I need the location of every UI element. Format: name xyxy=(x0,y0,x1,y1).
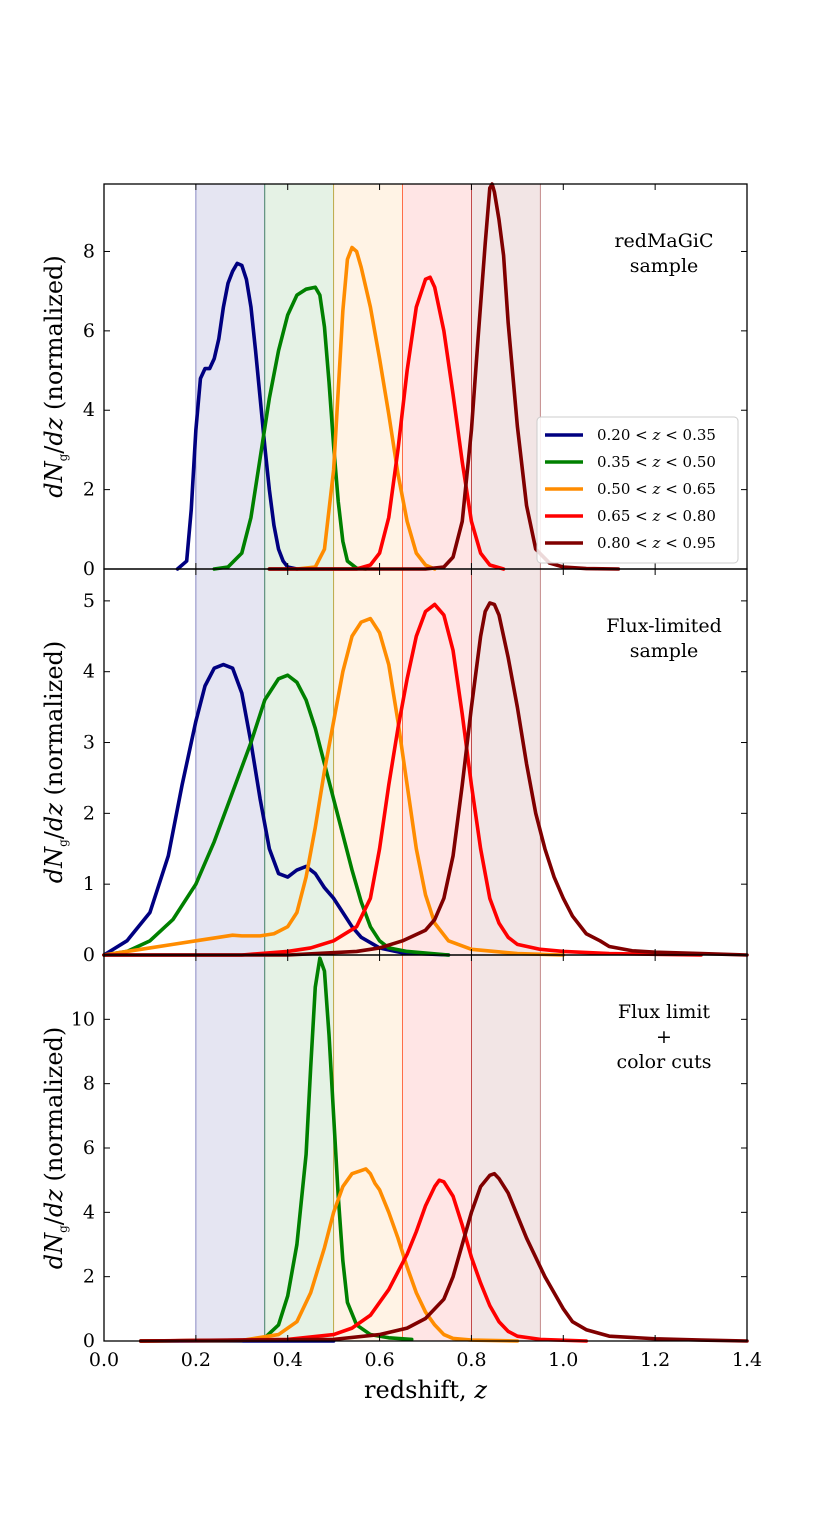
bin-band-5-panel-3 xyxy=(471,955,541,1341)
x-tick-label: 1.2 xyxy=(640,1349,670,1371)
x-tick-label: 1.4 xyxy=(732,1349,762,1371)
y-tick-label: 0 xyxy=(83,558,95,580)
panel-3-note-line: + xyxy=(656,1026,672,1048)
x-tick-label: 1.0 xyxy=(548,1349,578,1371)
bin-band-3-panel-1 xyxy=(333,184,403,569)
y-tick-label: 4 xyxy=(83,399,95,421)
panel-3-note-line: color cuts xyxy=(617,1051,712,1073)
series-line-1 xyxy=(175,261,299,571)
bin-band-4-panel-2 xyxy=(402,569,472,955)
legend-box xyxy=(536,416,739,564)
legend: 0.20 < z < 0.35 0.35 < z < 0.50 0.50 < z <… xyxy=(536,416,739,564)
series-line-2 xyxy=(212,285,368,571)
x-tick-label: 0.8 xyxy=(456,1349,486,1371)
series-line-1 xyxy=(102,662,451,957)
panel-1-note-line: sample xyxy=(630,255,699,277)
series-line-4 xyxy=(102,602,703,957)
x-tick-label: 0.0 xyxy=(89,1349,119,1371)
y-tick-label: 4 xyxy=(83,661,95,683)
legend-label-2: 0.35 < z < 0.50 xyxy=(597,453,716,471)
x-tick-label: 0.6 xyxy=(364,1349,394,1371)
axis-ticks: 0 2 4 6 8 0 1 2 3 4 5 0 2 4 6 8 10 xyxy=(71,184,748,1352)
bin-band-4-panel-3 xyxy=(402,955,472,1341)
bin-band-2-panel-3 xyxy=(264,955,334,1341)
dndz-curves xyxy=(102,182,749,1343)
series-line-2 xyxy=(138,956,414,1343)
y-axis-title: dNg/dz (normalized) xyxy=(40,641,70,884)
legend-label-3: 0.50 < z < 0.65 xyxy=(597,480,716,498)
legend-label-5: 0.80 < z < 0.95 xyxy=(597,534,716,552)
bin-band-5-panel-1 xyxy=(471,184,541,569)
y-tick-label: 5 xyxy=(83,590,95,612)
y-tick-label: 0 xyxy=(83,944,95,966)
x-axis-title: redshift, z xyxy=(364,1376,487,1404)
y-axis-title: dNg/dz (normalized) xyxy=(40,1027,70,1270)
legend-label-4: 0.65 < z < 0.80 xyxy=(597,507,716,525)
bin-band-2-panel-1 xyxy=(264,184,334,569)
x-tick-label: 0.2 xyxy=(181,1349,211,1371)
y-axis-title: dNg/dz (normalized) xyxy=(40,255,70,498)
x-tick-label: 0.4 xyxy=(273,1349,303,1371)
y-tick-label: 2 xyxy=(83,479,95,501)
y-tick-label: 2 xyxy=(83,1266,95,1288)
y-tick-label: 6 xyxy=(83,1137,95,1159)
series-line-2 xyxy=(102,673,451,957)
bin-band-1-panel-1 xyxy=(195,184,265,569)
bin-band-4-panel-1 xyxy=(402,184,472,569)
y-tick-label: 8 xyxy=(83,240,95,262)
panel-2-curves xyxy=(102,601,749,957)
y-tick-label: 0 xyxy=(83,1330,95,1352)
y-tick-label: 2 xyxy=(83,802,95,824)
series-line-3 xyxy=(295,245,437,571)
series-line-3 xyxy=(102,616,566,957)
y-tick-label: 8 xyxy=(83,1073,95,1095)
y-tick-label: 6 xyxy=(83,320,95,342)
series-line-4 xyxy=(267,275,506,571)
panel-2-note-line: sample xyxy=(630,640,699,662)
series-line-3 xyxy=(138,1167,520,1343)
series-line-5 xyxy=(138,1171,749,1343)
y-tick-label: 10 xyxy=(71,1008,95,1030)
y-tick-label: 4 xyxy=(83,1201,95,1223)
redshift-bin-bands xyxy=(195,184,541,1341)
series-line-5 xyxy=(102,601,749,957)
panel-notes: redMaGiC sample Flux-limited sample Flux lim… xyxy=(606,230,722,1073)
panel-1-note-line: redMaGiC xyxy=(614,230,713,252)
y-tick-label: 3 xyxy=(83,732,95,754)
y-tick-label: 1 xyxy=(83,873,95,895)
panel-2-note-line: Flux-limited xyxy=(606,615,722,637)
legend-label-1: 0.20 < z < 0.35 xyxy=(597,426,716,444)
series-line-4 xyxy=(138,1178,589,1343)
panel-3-note-line: Flux limit xyxy=(618,1001,710,1023)
axis-labels: dNg/dz (normalized) dNg/dz (normalized) dN… xyxy=(40,255,762,1404)
bin-band-1-panel-3 xyxy=(195,955,265,1341)
